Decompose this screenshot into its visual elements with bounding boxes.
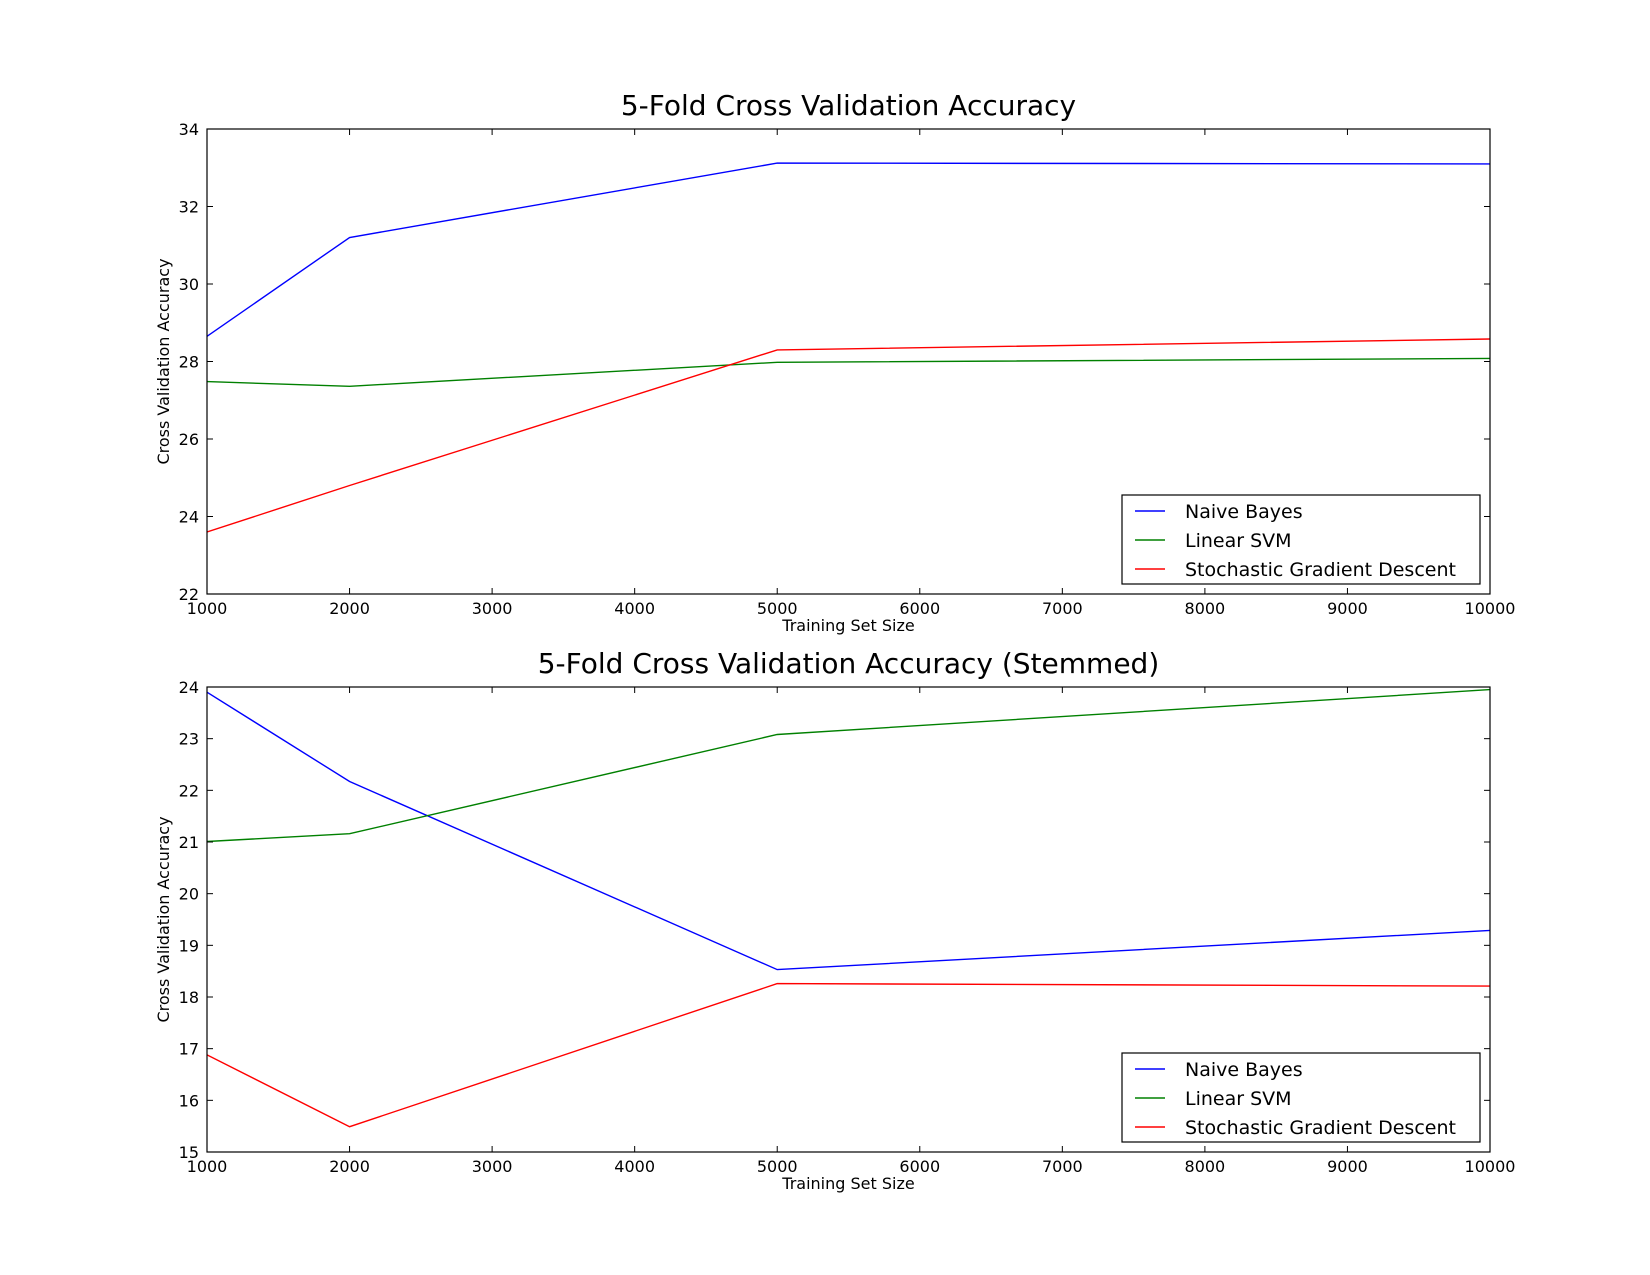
x-tick-label: 6000: [899, 599, 940, 618]
y-tick-label: 34: [179, 120, 199, 139]
chart-title: 5-Fold Cross Validation Accuracy (Stemme…: [538, 647, 1160, 680]
x-tick-label: 1000: [187, 1157, 228, 1176]
x-tick-label: 7000: [1042, 599, 1083, 618]
x-tick-label: 2000: [329, 599, 370, 618]
x-tick-label: 4000: [614, 599, 655, 618]
legend: Naive Bayes Linear SVM Stochastic Gradient…: [1121, 1052, 1481, 1143]
series-line-stochastic-gradient-descent: [207, 338, 1490, 533]
x-tick-label: 4000: [614, 1157, 655, 1176]
x-tick-label: 1000: [187, 599, 228, 618]
x-tick-label: 6000: [899, 1157, 940, 1176]
legend-entry: Stochastic Gradient Descent: [1185, 559, 1456, 581]
x-axis-label: Training Set Size: [781, 616, 914, 635]
y-axis-label: Cross Validation Accuracy: [154, 258, 173, 464]
x-tick-label: 3000: [472, 599, 513, 618]
plot-frame: [206, 686, 1491, 1153]
y-axis-label: Cross Validation Accuracy: [154, 816, 173, 1022]
x-tick-label: 5000: [757, 599, 798, 618]
y-tick-label: 20: [179, 885, 199, 904]
y-tick-label: 23: [179, 730, 199, 749]
legend-entry: Stochastic Gradient Descent: [1185, 1117, 1456, 1139]
y-tick-label: 17: [179, 1040, 199, 1059]
y-tick-label: 24: [179, 508, 199, 527]
x-tick-label: 8000: [1185, 1157, 1226, 1176]
x-tick-label: 7000: [1042, 1157, 1083, 1176]
y-tick-label: 24: [179, 678, 199, 697]
y-tick-label: 22: [179, 585, 199, 604]
y-tick-label: 26: [179, 430, 199, 449]
series-line-naive-bayes: [207, 162, 1490, 337]
legend-entry: Linear SVM: [1185, 1088, 1292, 1110]
x-tick-label: 8000: [1185, 599, 1226, 618]
y-tick-label: 19: [179, 936, 199, 955]
y-tick-label: 32: [179, 198, 199, 217]
legend: Naive Bayes Linear SVM Stochastic Gradient…: [1121, 494, 1481, 585]
legend-entry: Naive Bayes: [1185, 501, 1303, 523]
y-tick-label: 22: [179, 781, 199, 800]
x-tick-label: 10000: [1465, 1157, 1516, 1176]
legend-entry: Linear SVM: [1185, 530, 1292, 552]
x-axis-label: Training Set Size: [781, 1174, 914, 1193]
series-line-naive-bayes: [207, 691, 1490, 971]
y-tick-label: 28: [179, 353, 199, 372]
x-tick-label: 5000: [757, 1157, 798, 1176]
x-tick-label: 3000: [472, 1157, 513, 1176]
legend-entry: Naive Bayes: [1185, 1059, 1303, 1081]
y-tick-label: 18: [179, 988, 199, 1007]
chart-title: 5-Fold Cross Validation Accuracy: [621, 89, 1076, 122]
y-tick-label: 15: [179, 1143, 199, 1162]
y-tick-label: 16: [179, 1091, 199, 1110]
legend-box: [1121, 1052, 1481, 1143]
legend-box: [1121, 494, 1481, 585]
x-tick-label: 2000: [329, 1157, 370, 1176]
chart-1: 5-Fold Cross Validation Accuracy 1000 2000…: [154, 89, 1515, 635]
series-line-linear-svm: [207, 357, 1490, 388]
series-line-stochastic-gradient-descent: [207, 982, 1490, 1128]
x-tick-label: 9000: [1327, 599, 1368, 618]
y-tick-label: 21: [179, 833, 199, 852]
x-tick-label: 9000: [1327, 1157, 1368, 1176]
y-tick-label: 30: [179, 275, 199, 294]
series-line-linear-svm: [207, 688, 1490, 843]
chart-2: 5-Fold Cross Validation Accuracy (Stemme…: [154, 647, 1515, 1193]
x-tick-label: 10000: [1465, 599, 1516, 618]
